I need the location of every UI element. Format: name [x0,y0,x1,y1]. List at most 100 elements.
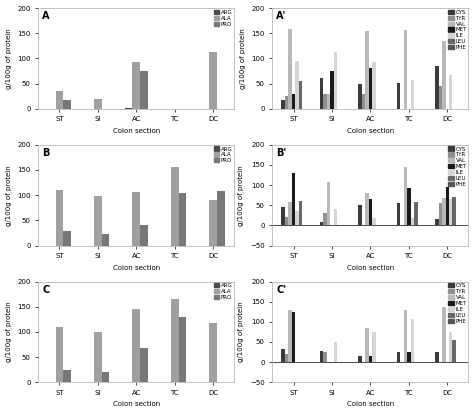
Bar [410,80,414,109]
Y-axis label: g/100g of protein: g/100g of protein [6,28,11,89]
Bar [330,71,334,109]
Bar [285,216,288,225]
Bar [372,332,375,362]
Bar [369,356,372,362]
Bar [365,31,369,109]
Bar [55,190,63,245]
Bar [102,372,109,382]
Legend: ARG, ALA, PRO: ARG, ALA, PRO [213,146,233,164]
Bar [288,310,292,362]
Bar [397,352,400,362]
Bar [358,83,362,109]
Bar [125,108,132,109]
Bar [372,218,375,225]
X-axis label: Colon section: Colon section [347,128,394,134]
Bar [414,202,418,225]
Bar [282,207,285,225]
Bar [210,200,217,245]
Text: B': B' [276,148,287,158]
Bar [358,356,362,362]
Legend: CYS, TYR, VAL, MET, ILE, LEU, PHE: CYS, TYR, VAL, MET, ILE, LEU, PHE [448,146,467,188]
Bar [407,352,410,362]
Bar [285,96,288,109]
X-axis label: Colon section: Colon section [347,401,394,408]
Bar [295,211,299,225]
Bar [292,94,295,109]
Legend: ARG, ALA, PRO: ARG, ALA, PRO [213,282,233,301]
X-axis label: Colon section: Colon section [113,401,160,408]
Bar [453,197,456,225]
Bar [63,370,71,382]
Bar [449,74,453,109]
Bar [438,203,442,225]
X-axis label: Colon section: Colon section [113,265,160,271]
Bar [323,213,327,225]
Bar [327,94,330,109]
Bar [410,318,414,362]
X-axis label: Colon section: Colon section [347,265,394,271]
Bar [102,235,109,245]
Bar [292,173,295,225]
Bar [63,100,71,109]
Bar [55,91,63,109]
Bar [285,354,288,362]
Bar [140,225,148,245]
Bar [404,167,407,225]
Bar [132,309,140,382]
Bar [320,78,323,109]
Bar [442,198,446,225]
Bar [435,66,438,109]
Text: B: B [42,148,50,158]
Bar [210,52,217,109]
Bar [334,52,337,109]
Bar [295,61,299,109]
Bar [369,69,372,109]
Bar [210,323,217,382]
Bar [410,218,414,225]
Y-axis label: g/100g of protein: g/100g of protein [238,301,245,362]
Bar [397,203,400,225]
Bar [179,192,186,245]
X-axis label: Colon section: Colon section [113,128,160,134]
Bar [358,205,362,225]
Bar [55,327,63,382]
Bar [365,328,369,362]
Bar [404,30,407,109]
Bar [171,167,179,245]
Y-axis label: g/100g of protein: g/100g of protein [238,165,245,225]
Bar [372,62,375,109]
Bar [171,299,179,382]
Legend: ARG, ALA, PRO: ARG, ALA, PRO [213,9,233,27]
Bar [320,222,323,225]
Legend: CYS, TYR, VAL, MET, ILE, LEU, PHE: CYS, TYR, VAL, MET, ILE, LEU, PHE [448,282,467,324]
Bar [449,199,453,225]
Text: C: C [42,285,49,294]
Bar [435,219,438,225]
Text: A: A [42,11,50,21]
Bar [179,317,186,382]
Legend: CYS, TYR, VAL, MET, ILE, LEU, PHE: CYS, TYR, VAL, MET, ILE, LEU, PHE [448,9,467,51]
Bar [299,201,302,225]
Bar [282,349,285,362]
Bar [288,202,292,225]
Bar [438,86,442,109]
Bar [132,192,140,245]
Text: C': C' [276,285,286,294]
Bar [442,41,446,109]
Bar [365,193,369,225]
Bar [334,209,337,225]
Bar [299,81,302,109]
Bar [323,352,327,362]
Bar [132,62,140,109]
Bar [442,306,446,362]
Bar [288,29,292,109]
Bar [63,231,71,245]
Bar [404,310,407,362]
Bar [453,340,456,362]
Y-axis label: g/100g of protein: g/100g of protein [240,28,246,89]
Bar [435,352,438,362]
Bar [292,312,295,362]
Bar [407,188,410,225]
Bar [397,83,400,109]
Bar [449,332,453,362]
